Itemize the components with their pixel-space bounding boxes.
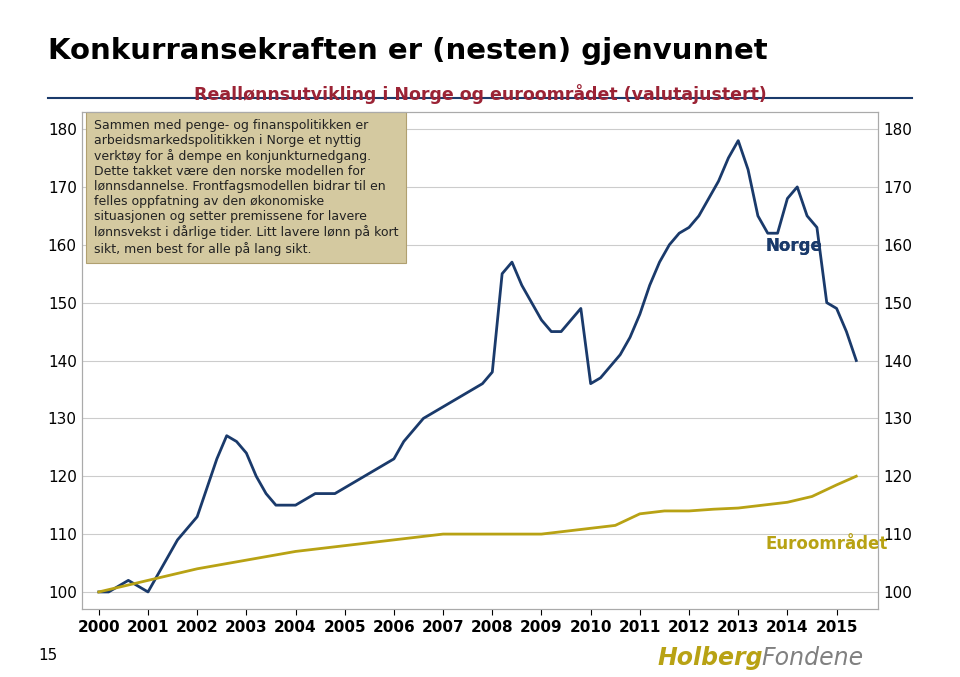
Text: Norge: Norge [765, 236, 822, 255]
Text: Euroområdet: Euroområdet [765, 535, 888, 552]
Text: Konkurransekraften er (nesten) gjenvunnet: Konkurransekraften er (nesten) gjenvunne… [48, 37, 768, 65]
Text: Norge: Norge [765, 236, 822, 255]
Text: Sammen med penge- og finanspolitikken er
arbeidsmarkedspolitikken i Norge et nyt: Sammen med penge- og finanspolitikken er… [93, 119, 398, 256]
Text: Holberg: Holberg [658, 646, 763, 670]
Text: Fondene: Fondene [761, 646, 863, 670]
Text: Reallønnsutvikling i Norge og euroområdet (valutajustert): Reallønnsutvikling i Norge og euroområde… [194, 83, 766, 104]
Text: 15: 15 [38, 648, 58, 663]
